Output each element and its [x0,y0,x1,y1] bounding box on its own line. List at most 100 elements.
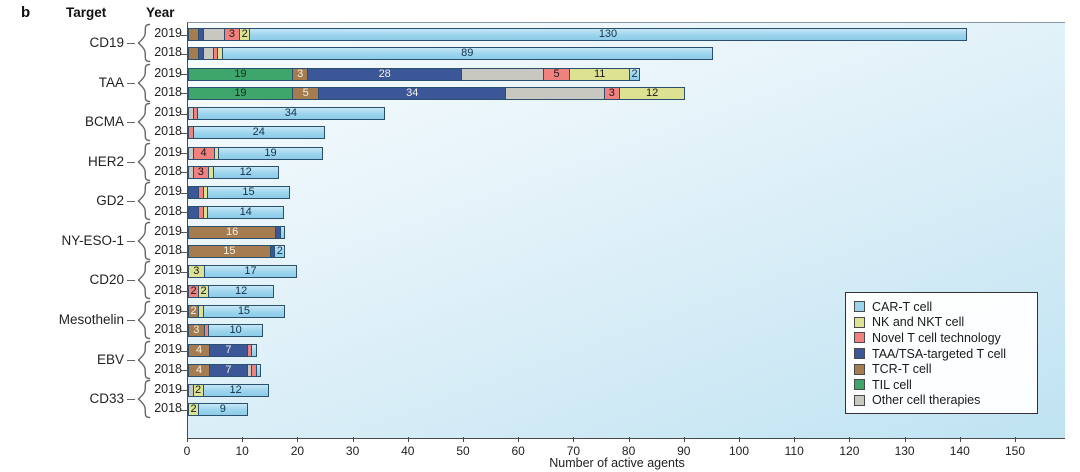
year-label: 2018 [154,124,182,139]
bar-mesothelin-2019: 2 15 [188,304,286,318]
legend-item-tcr: TCR-T cell [854,361,1029,377]
legend-label: TAA/TSA-targeted T cell [872,346,1007,361]
bar-segment-car_t: 24 [192,126,325,140]
legend-label: Other cell therapies [872,393,981,408]
y-tick-mark [181,172,188,174]
legend-item-novel: Novel T cell technology [854,330,1029,346]
year-label: 2018 [154,243,182,258]
bar-segment-taa_tsa: 34 [318,86,507,100]
year-label: 2018 [154,322,182,337]
bar-ny-eso-1-2018: 15 2 [188,245,286,259]
x-tick-label: 40 [401,444,415,458]
y-tick-mark [181,409,188,411]
bar-segment-car_t: 130 [249,28,967,41]
y-tick-mark [181,53,188,55]
year-label: 2018 [154,84,182,99]
group-brace-icon [137,23,151,63]
target-dash [127,201,135,203]
bar-bcma-2018: 24 [188,126,325,140]
bar-segment-car_t: 34 [197,107,385,121]
legend-label: Novel T cell technology [872,330,1001,345]
x-tick-mark [794,437,796,442]
bar-her2-2018: 3 12 [188,165,279,179]
x-tick-mark [904,437,906,442]
legend-item-other: Other cell therapies [854,393,1029,409]
y-tick-mark [181,74,188,76]
y-tick-mark [181,350,188,352]
bar-segment-car_t [279,225,286,239]
bar-segment-nk: 12 [619,86,686,100]
x-tick-mark [407,437,409,442]
legend-swatch-icon [854,379,865,391]
y-tick-mark [181,93,188,95]
x-tick-label: 150 [1004,444,1026,458]
bar-gd2-2019: 15 [188,186,290,200]
x-tick-label: 30 [345,444,360,458]
x-tick-label: 0 [183,444,191,458]
year-label: 2019 [154,223,182,238]
x-tick-mark [242,437,244,442]
bar-segment-car_t: 2 [274,245,286,259]
x-tick-mark [1015,437,1016,442]
target-label-her2: HER2 [87,153,124,169]
target-label-taa: TAA [98,74,124,90]
group-brace-icon [137,63,151,102]
y-tick-mark [181,212,188,213]
x-tick-mark [297,437,299,442]
target-label-cd33: CD33 [89,391,124,407]
bar-segment-novel: 3 [192,165,210,179]
bar-segment-tcr: 4 [188,344,211,358]
legend: CAR-T cell NK and NKT cell Novel T cell te… [845,292,1038,415]
target-label-gd2: GD2 [96,193,124,209]
bar-segment-novel: 3 [223,28,241,41]
y-tick-mark [181,291,188,293]
x-tick-label: 10 [235,444,249,458]
bar-her2-2019: 4 19 [188,146,323,160]
bar-segment-car_t: 15 [202,304,286,318]
y-tick-mark [181,132,188,134]
x-tick-label: 60 [511,444,525,458]
y-tick-mark [181,330,188,332]
bar-segment-tcr: 3 [291,67,309,81]
year-label: 2019 [154,26,182,40]
target-label-mesothelin: Mesothelin [58,312,124,327]
year-label: 2019 [154,184,182,199]
x-tick-mark [959,437,961,442]
bar-ny-eso-1-2019: 16 [188,225,286,239]
x-tick-label: 20 [290,444,305,458]
bar-cd33-2019: 2 12 [188,383,269,397]
target-label-cd20: CD20 [89,272,124,288]
bar-segment-tcr: 16 [188,225,277,239]
x-tick-mark [849,437,851,442]
year-label: 2019 [154,144,182,159]
target-dash [127,240,135,242]
bar-segment-other [460,67,544,81]
x-tick-label: 100 [728,444,750,458]
legend-swatch-icon [854,394,865,406]
year-label: 2019 [154,342,182,357]
legend-label: TIL cell [872,377,912,392]
year-label: 2019 [154,263,182,278]
group-brace-icon [137,221,151,261]
group-brace-icon [137,142,151,181]
year-label: 2018 [154,282,182,297]
target-dash [127,82,135,84]
year-label: 2019 [154,65,182,80]
legend-item-til: TIL cell [854,377,1029,393]
bar-segment-tcr: 3 [188,324,205,338]
x-tick-mark [573,437,575,442]
target-dash [127,43,135,45]
bar-segment-car_t: 2 [629,67,641,81]
plot-area: 3 2 130 89 19 3 28 5 11 2 19 5 34 3 12 34 24 4 19 3 12 15 14 16… [181,22,1065,439]
bar-segment-novel: 3 [603,86,621,100]
bar-cd19-2018: 89 [188,47,713,61]
target-label-ny-eso-1: NY-ESO-1 [61,232,124,248]
bar-taa-2019: 19 3 28 5 11 2 [188,67,641,81]
y-tick-mark [181,251,188,253]
x-tick-mark [187,437,188,442]
bar-segment-car_t: 12 [202,383,269,397]
year-label: 2019 [154,105,182,120]
